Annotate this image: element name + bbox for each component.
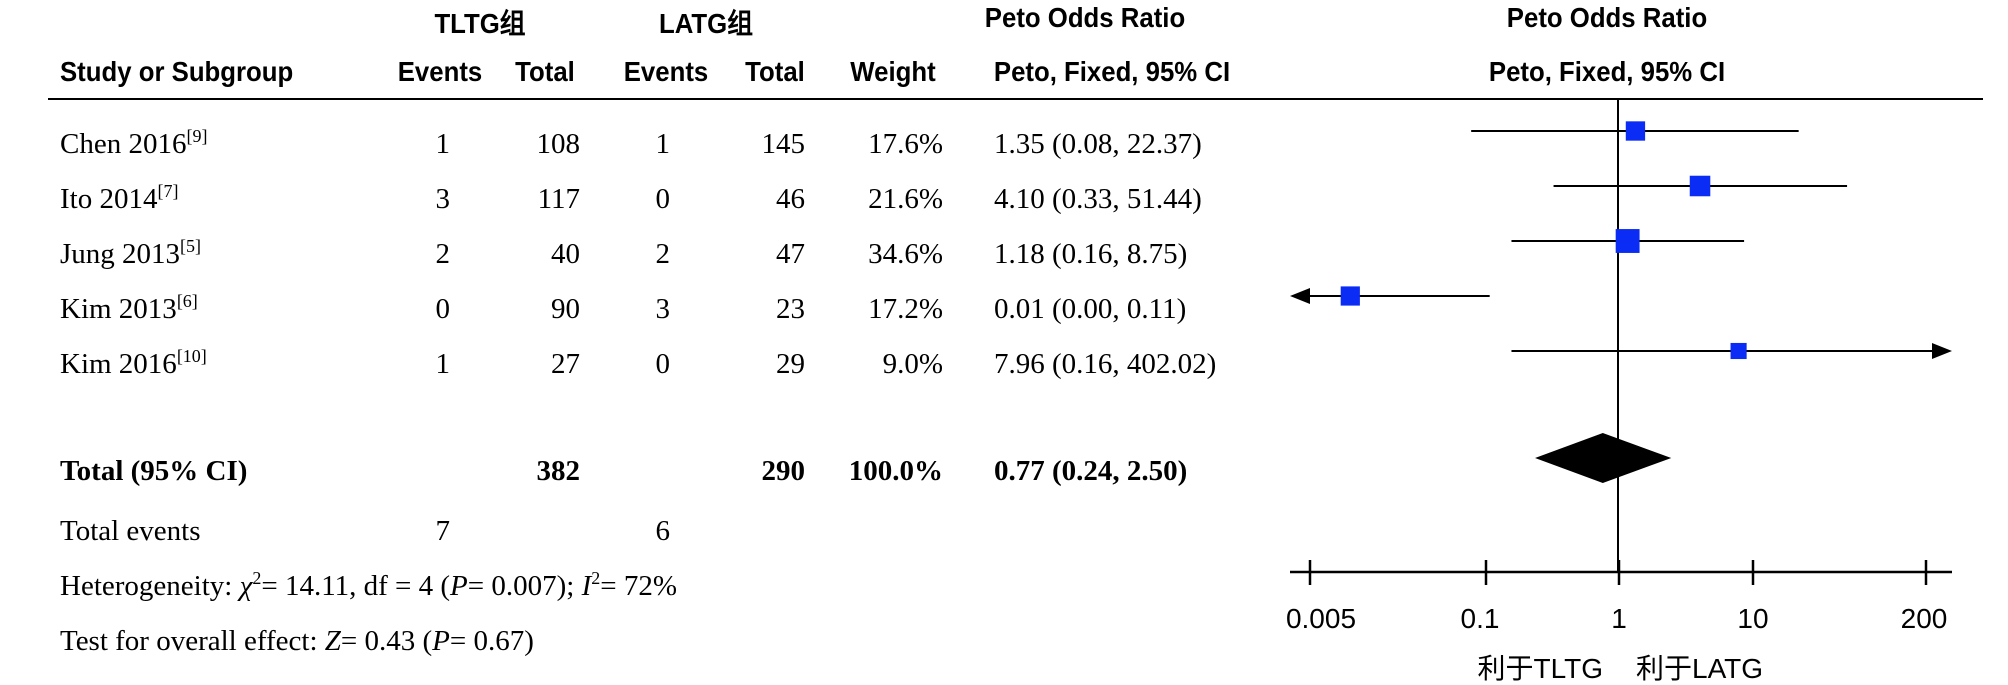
study-name: Kim 2013[6] (60, 291, 198, 325)
events2-header: Events (623, 56, 709, 87)
study-ref: [9] (186, 126, 208, 146)
events1-value: 1 (435, 128, 451, 160)
total2-value: 46 (776, 183, 805, 215)
study-ref: [5] (180, 236, 202, 256)
tick-label-1: 0.1 (1461, 603, 1500, 634)
or-ci-value: 1.18 (0.16, 8.75) (994, 238, 1188, 270)
total-label: Total (95% CI) (60, 455, 248, 487)
plot-marks (1290, 100, 1952, 572)
plot-subheader: Peto, Fixed, 95% CI (1488, 56, 1726, 87)
tick-label-3: 10 (1737, 603, 1768, 634)
group1-header: TLTG组 (434, 8, 526, 39)
tick-label-4: 200 (1901, 603, 1948, 634)
effect-marker-4 (1340, 286, 1360, 306)
or-ci-value: 0.01 (0.00, 0.11) (994, 293, 1187, 325)
or-ci-value: 7.96 (0.16, 402.02) (994, 348, 1217, 380)
study-name: Ito 2014[7] (60, 181, 179, 215)
header-rule (48, 98, 1983, 100)
study-ref: [10] (176, 346, 207, 366)
events2-value: 0 (655, 183, 671, 215)
study-ref: [6] (176, 291, 198, 311)
total-events2: 6 (655, 515, 671, 547)
effect-marker-5 (1730, 342, 1747, 360)
study-name: Kim 2016[10] (60, 346, 207, 380)
or-title: Peto Odds Ratio (984, 2, 1186, 33)
weight-value: 17.6% (868, 128, 943, 160)
effect-marker-1 (1625, 121, 1646, 141)
study-name: Jung 2013[5] (60, 236, 202, 270)
total-events1: 7 (435, 515, 451, 547)
events2-value: 2 (655, 238, 671, 270)
events2-value: 3 (655, 293, 671, 325)
events1-header: Events (397, 56, 483, 87)
or-subheader: Peto, Fixed, 95% CI (993, 56, 1231, 87)
total-weight: 100.0% (848, 455, 943, 487)
tick-label-0: 0.005 (1286, 603, 1356, 634)
plot-title: Peto Odds Ratio (1506, 2, 1708, 33)
total1-sum: 382 (536, 455, 581, 487)
events1-value: 2 (435, 238, 451, 270)
weight-header: Weight (850, 56, 936, 87)
group2-header: LATG组 (659, 8, 753, 39)
favours-right-label: 利于LATG (1636, 653, 1763, 684)
events2-value: 1 (655, 128, 671, 160)
events1-value: 1 (435, 348, 451, 380)
total-or-ci: 0.77 (0.24, 2.50) (994, 455, 1188, 487)
total2-value: 47 (776, 238, 805, 270)
total2-value: 145 (761, 128, 806, 160)
effect-marker-3 (1615, 229, 1640, 253)
total2-value: 23 (776, 293, 805, 325)
study-ref: [7] (157, 181, 179, 201)
total2-value: 29 (776, 348, 805, 380)
weight-value: 21.6% (868, 183, 943, 215)
or-ci-value: 4.10 (0.33, 51.44) (994, 183, 1202, 215)
total1-value: 117 (537, 183, 580, 215)
total1-value: 40 (551, 238, 580, 270)
weight-value: 9.0% (882, 348, 943, 380)
total1-value: 108 (536, 128, 581, 160)
total1-value: 90 (551, 293, 580, 325)
total1-header: Total (515, 56, 575, 87)
events1-value: 0 (435, 293, 451, 325)
ci-arrow-left-4 (1290, 288, 1310, 304)
summary-diamond (1535, 433, 1672, 483)
weight-value: 17.2% (868, 293, 943, 325)
events1-value: 3 (435, 183, 451, 215)
effect-marker-2 (1689, 175, 1711, 197)
total2-sum: 290 (761, 455, 806, 487)
events2-value: 0 (655, 348, 671, 380)
ci-arrow-right-5 (1932, 343, 1952, 359)
overall-effect-text: Test for overall effect: Z= 0.43 (P= 0.6… (60, 625, 534, 657)
or-ci-value: 1.35 (0.08, 22.37) (994, 128, 1202, 160)
study-header: Study or Subgroup (60, 56, 294, 87)
total2-header: Total (745, 56, 805, 87)
weight-value: 34.6% (868, 238, 943, 270)
tick-label-2: 1 (1611, 603, 1627, 634)
study-name: Chen 2016[9] (60, 126, 208, 160)
heterogeneity-text: Heterogeneity: χ2= 14.11, df = 4 (P= 0.0… (60, 568, 678, 602)
total1-value: 27 (551, 348, 580, 380)
favours-left-label: 利于TLTG (1478, 653, 1603, 684)
total-events-label: Total events (60, 515, 201, 547)
